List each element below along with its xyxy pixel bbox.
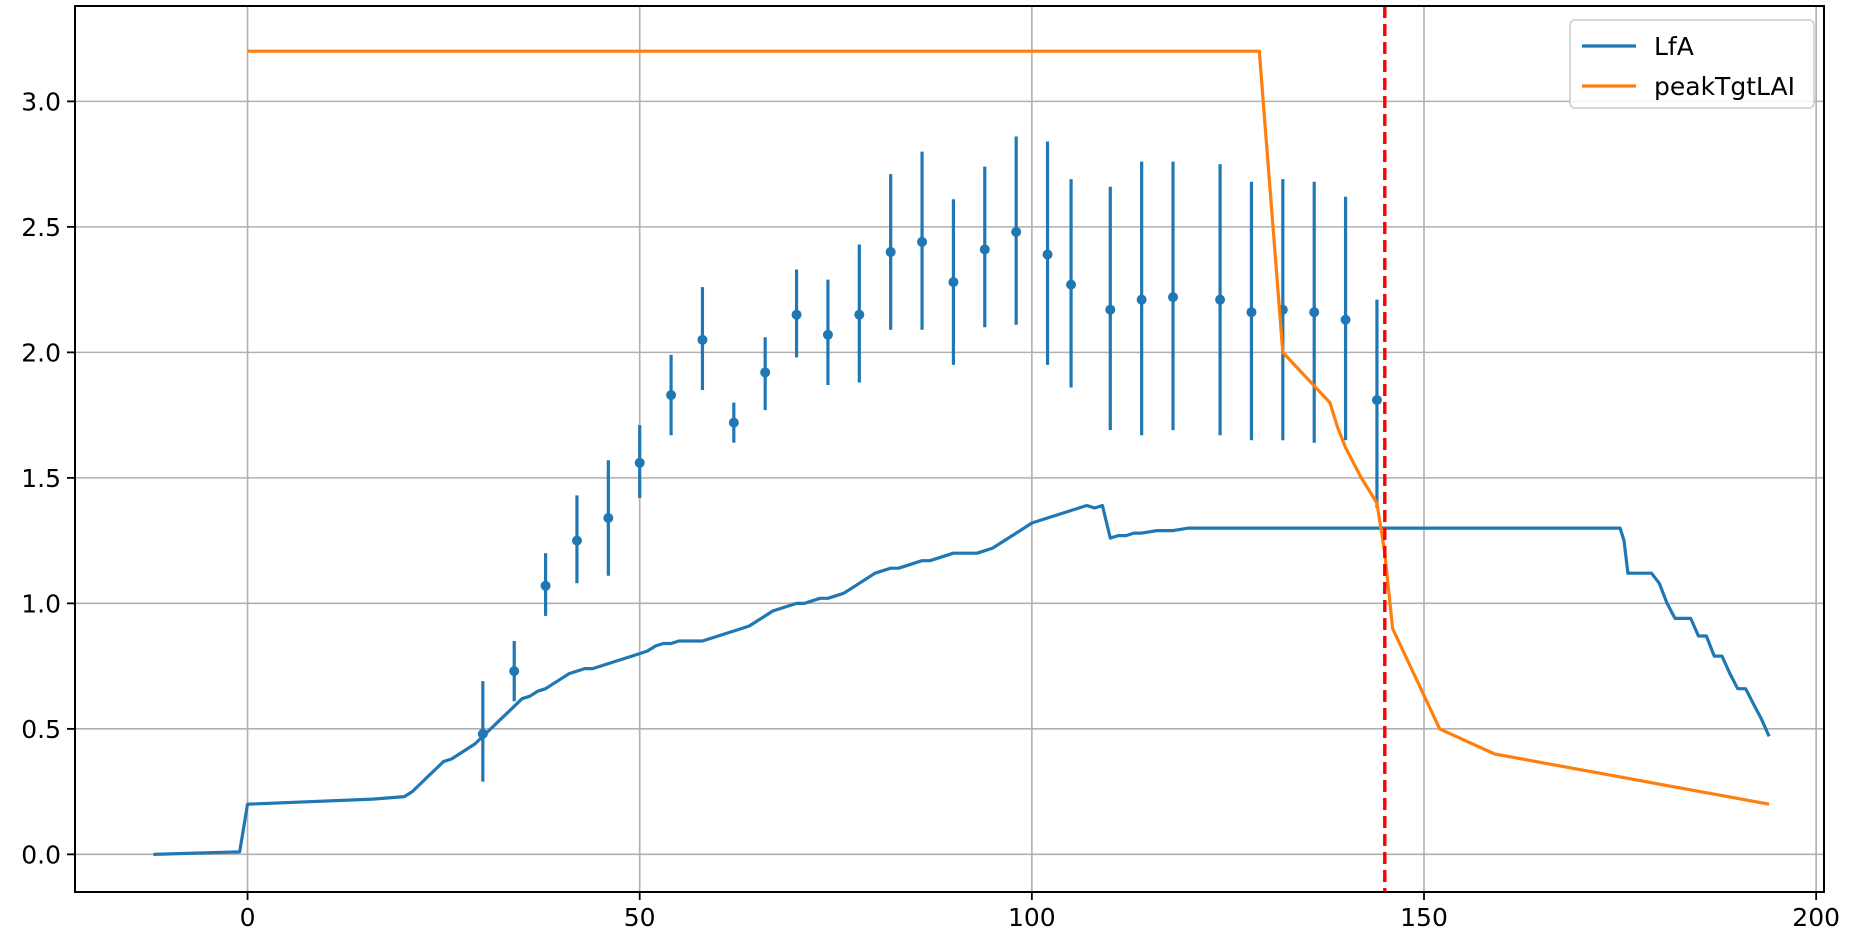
series-line-LfA	[153, 503, 1771, 856]
data-point	[1246, 307, 1257, 318]
x-tick-label: 150	[1400, 903, 1448, 932]
data-point	[509, 666, 520, 677]
data-point	[571, 535, 582, 546]
y-tick-label: 3.0	[21, 87, 61, 116]
data-point	[791, 309, 802, 320]
x-tick-label: 200	[1792, 903, 1840, 932]
data-point	[1168, 292, 1179, 303]
legend-label: peakTgtLAI	[1654, 72, 1795, 101]
y-tick-label: 0.0	[21, 840, 61, 869]
data-point	[885, 246, 896, 257]
data-point	[1340, 314, 1351, 325]
data-point	[1215, 294, 1226, 305]
y-tick-label: 1.0	[21, 589, 61, 618]
data-point	[728, 417, 739, 428]
data-point	[1371, 395, 1382, 406]
data-point	[822, 329, 833, 340]
data-point	[1105, 304, 1116, 315]
data-point	[1042, 249, 1053, 260]
axes-frame	[74, 5, 1825, 893]
data-point	[948, 277, 959, 288]
data-point	[917, 236, 928, 247]
x-tick-label: 0	[240, 903, 256, 932]
grid	[75, 6, 1824, 892]
data-point	[634, 457, 645, 468]
data-point	[477, 728, 488, 739]
x-tick-label: 100	[1008, 903, 1056, 932]
ticks: 0 50 100 150 200 0.0 0.5 1.0 1.5 2.0 2.5 3.0	[21, 87, 1840, 932]
data-point	[854, 309, 865, 320]
data-point	[1136, 294, 1147, 305]
y-tick-label: 2.0	[21, 338, 61, 367]
data-point	[979, 244, 990, 255]
x-tick-label: 50	[624, 903, 656, 932]
data-point	[1011, 226, 1022, 237]
y-tick-label: 0.5	[21, 715, 61, 744]
series-line-peakTgtLAI	[247, 49, 1770, 806]
data-point	[603, 513, 614, 524]
plot-area	[153, 6, 1771, 892]
data-point	[1066, 279, 1077, 290]
legend: LfA peakTgtLAI	[1569, 19, 1815, 109]
data-point	[1309, 307, 1320, 318]
data-point	[760, 367, 771, 378]
legend-label: LfA	[1654, 32, 1694, 61]
plot-marks	[153, 6, 1771, 892]
data-point	[666, 390, 677, 401]
y-tick-label: 1.5	[21, 464, 61, 493]
data-point	[697, 334, 708, 345]
y-tick-label: 2.5	[21, 213, 61, 242]
data-point	[540, 580, 551, 591]
